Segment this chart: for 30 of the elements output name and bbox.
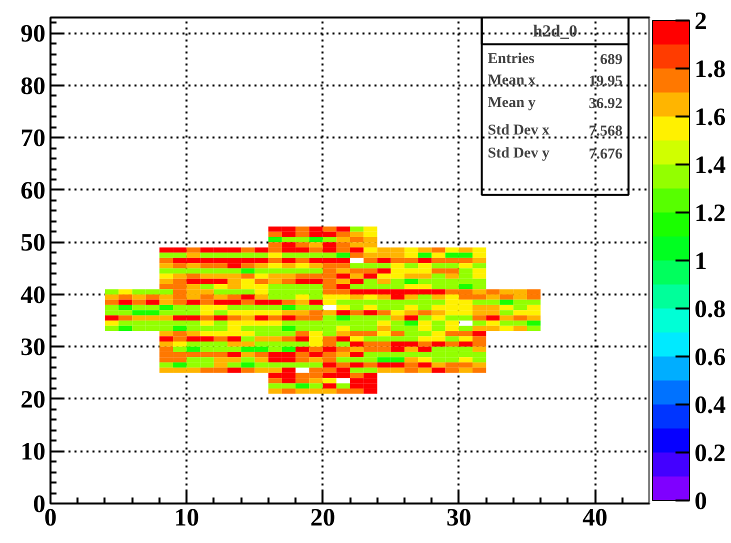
text: Mean x 19.95 xyxy=(488,72,623,90)
chart-title: h2d_0 xyxy=(532,22,578,41)
text: Mean y 36.92 xyxy=(488,95,623,112)
color-bar-label: 0.4 xyxy=(694,392,726,419)
x-tick-label: 30 xyxy=(446,504,472,532)
color-bar-label: 1.4 xyxy=(694,152,726,179)
y-tick-label: 70 xyxy=(20,125,46,152)
y-tick-label: 40 xyxy=(20,282,46,309)
color-bar-label: 1.6 xyxy=(694,104,726,131)
color-bar-label: 2 xyxy=(694,8,707,35)
y-tick-label: 50 xyxy=(20,230,46,257)
y-tick-label: 80 xyxy=(20,72,46,100)
color-bar-label: 0.2 xyxy=(694,440,726,467)
y-tick-label: 20 xyxy=(20,386,46,414)
color-bar-label: 0 xyxy=(694,488,707,515)
x-tick-label: 10 xyxy=(174,504,200,532)
color-bar-label: 0.6 xyxy=(694,344,726,371)
text: Entries 689 xyxy=(488,50,623,68)
color-bar-label: 0.8 xyxy=(694,296,726,323)
y-tick-label: 10 xyxy=(20,438,46,466)
x-tick-label: 40 xyxy=(582,504,608,532)
text: Std Dev x 7.568 xyxy=(488,122,623,140)
color-bar-label: 1 xyxy=(694,248,707,275)
text: Std Dev y 7.676 xyxy=(488,146,623,163)
color-bar-label: 1.8 xyxy=(694,56,726,83)
y-tick-label: 60 xyxy=(20,177,46,204)
color-bar-label: 1.2 xyxy=(694,200,726,227)
y-tick-label: 30 xyxy=(20,334,46,362)
y-tick-label: 90 xyxy=(20,20,46,48)
x-tick-label: 20 xyxy=(310,504,336,532)
